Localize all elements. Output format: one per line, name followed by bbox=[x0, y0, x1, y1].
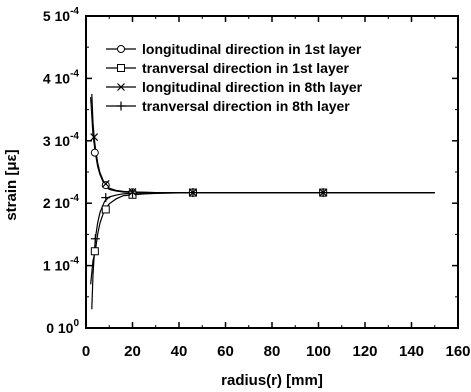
legend-cross-marker-stroke bbox=[117, 83, 125, 91]
legend-label-1: longitudinal direction in 1st layer bbox=[142, 41, 362, 57]
series-1-circle-marker bbox=[101, 181, 110, 190]
x-axis-label: radius(r) [mm] bbox=[221, 372, 323, 389]
legend-cross-marker bbox=[117, 83, 125, 91]
legend-label-3: longitudinal direction in 8th layer bbox=[142, 79, 363, 95]
series-4-plus-marker bbox=[101, 193, 111, 203]
y-tick-label: 5 10-4 bbox=[43, 6, 80, 24]
y-axis-label: strain [με] bbox=[3, 149, 20, 220]
series-4-plus-marker bbox=[128, 188, 137, 198]
series-3-cross-marker bbox=[90, 133, 99, 141]
y-tick-label: 4 10-4 bbox=[43, 68, 80, 86]
legend-square-marker bbox=[117, 64, 125, 72]
legend-plus-marker bbox=[116, 101, 126, 111]
series-2-square-marker bbox=[90, 247, 99, 256]
x-tick-label: 80 bbox=[264, 343, 281, 360]
series-3-cross-marker bbox=[101, 179, 110, 188]
series-4-plus-marker bbox=[90, 234, 100, 244]
x-tick-label: 60 bbox=[217, 343, 234, 360]
x-tick-label: 120 bbox=[352, 343, 377, 360]
x-tick-label: 160 bbox=[445, 343, 470, 360]
x-tick-label: 140 bbox=[399, 343, 424, 360]
x-tick-label: 20 bbox=[124, 343, 141, 360]
series-3-cross-marker-stroke bbox=[90, 133, 99, 141]
series-line-4 bbox=[91, 191, 435, 310]
series-line-2 bbox=[90, 191, 435, 285]
legend-circle-marker bbox=[117, 45, 125, 53]
y-tick-label: 1 10-4 bbox=[43, 256, 80, 274]
x-tick-label: 0 bbox=[82, 343, 90, 360]
series-4-plus-marker bbox=[318, 188, 328, 198]
series-2-square-marker bbox=[101, 205, 110, 214]
y-tick-label: 2 10-4 bbox=[43, 193, 80, 211]
series-1-circle-marker bbox=[90, 148, 99, 157]
legend-label-4: tranversal direction in 8th layer bbox=[142, 98, 350, 114]
series-3-cross-marker-stroke bbox=[101, 179, 110, 188]
legend-label-2: tranversal direction in 1st layer bbox=[142, 60, 350, 76]
y-tick-label: 0 100 bbox=[46, 318, 79, 336]
series-4-plus-marker bbox=[188, 188, 198, 198]
x-tick-label: 40 bbox=[171, 343, 188, 360]
x-tick-label: 100 bbox=[306, 343, 331, 360]
y-tick-label: 3 10-4 bbox=[43, 131, 80, 149]
